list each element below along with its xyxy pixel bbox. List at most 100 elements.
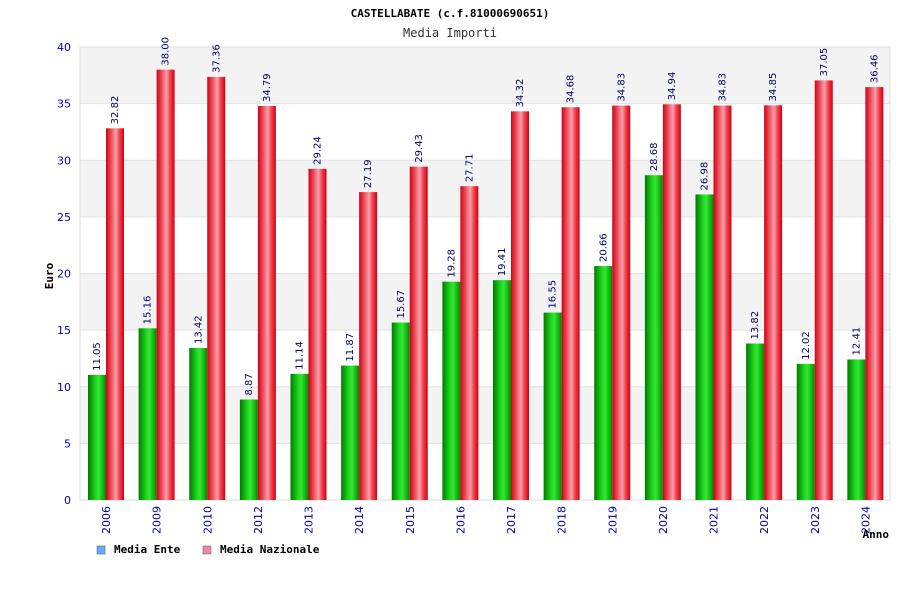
data-label: 19.28 [446,249,457,278]
bar-media-nazionale-2023 [814,80,833,500]
bar-media-nazionale-2018 [561,107,580,501]
data-label: 37.05 [819,48,830,77]
x-tick-label: 2023 [809,506,822,534]
x-tick-label: 2017 [505,506,518,534]
bar-media-nazionale-2020 [662,104,681,500]
x-tick-label: 2010 [201,506,214,534]
data-label: 27.71 [464,154,475,183]
data-label: 15.16 [143,296,154,325]
x-tick-label: 2016 [454,506,467,534]
data-label: 15.67 [396,290,407,319]
bar-media-ente-2017 [493,280,511,500]
legend-swatch-media-ente [96,545,106,555]
bar-media-ente-2015 [391,322,410,500]
bar-media-nazionale-2017 [511,111,529,501]
data-label: 34.68 [566,75,577,104]
data-label: 11.14 [295,341,306,370]
bar-media-nazionale-2015 [409,166,428,500]
x-tick-label: 2015 [404,506,417,534]
y-tick-label: 20 [57,268,71,281]
data-label: 34.79 [262,73,273,102]
data-label: 11.05 [92,342,103,371]
bar-media-nazionale-2013 [308,168,327,500]
plot-border [79,46,891,501]
chart-subtitle: Media Importi [403,26,497,40]
legend-label-media-ente: Media Ente [114,543,181,556]
bar-media-nazionale-2010 [207,76,226,500]
y-tick-label: 35 [57,98,71,111]
bar-media-ente-2009 [138,328,157,500]
bars [88,69,884,501]
bar-media-nazionale-2014 [359,192,378,501]
x-tick-label: 2018 [556,506,569,534]
bar-media-ente-2013 [290,373,309,500]
bar-media-ente-2020 [644,175,663,500]
chart-title: CASTELLABATE (c.f.81000690651) [351,7,550,20]
data-label: 29.43 [414,134,425,163]
x-tick-label: 2019 [606,506,619,534]
bar-media-nazionale-2016 [460,186,479,500]
bar-media-nazionale-2006 [106,128,124,500]
bar-media-ente-2012 [239,399,258,500]
x-tick-label: 2009 [151,506,164,534]
data-label: 34.32 [515,79,526,108]
legend-label-media-nazionale: Media Nazionale [220,543,320,556]
data-label: 29.24 [313,136,324,165]
bar-media-ente-2010 [189,348,208,500]
y-tick-label: 0 [64,494,71,507]
y-tick-label: 30 [57,154,71,167]
bar-media-ente-2019 [594,266,613,500]
x-tick-label: 2021 [708,506,721,534]
bar-media-nazionale-2012 [257,106,276,501]
x-tick-label: 2012 [252,506,265,534]
x-tick-label: 2022 [758,506,771,534]
bar-media-ente-2022 [746,343,765,500]
data-label: 13.42 [193,315,204,344]
data-label: 11.87 [345,333,356,362]
bar-media-ente-2023 [796,363,815,500]
data-label: 8.87 [244,373,255,395]
data-labels: 11.05 32.82 15.16 38.00 13.42 37.36 8.87 34.79 1… [92,37,880,396]
legend-swatch-media-nazionale [202,545,212,555]
x-tick-label: 2013 [303,506,316,534]
y-tick-label: 5 [64,437,71,450]
y-tick-label: 10 [57,381,71,394]
y-tick-label: 15 [57,324,71,337]
data-label: 37.36 [211,44,222,73]
data-label: 27.19 [363,159,374,188]
bar-media-ente-2016 [442,281,461,500]
data-label: 38.00 [161,37,172,66]
data-label: 34.94 [667,72,678,101]
y-axis-label: Euro [43,262,56,289]
bar-media-nazionale-2022 [764,105,783,500]
bar-media-ente-2018 [543,312,562,500]
data-label: 12.02 [801,331,812,360]
bar-media-ente-2021 [695,194,714,500]
bar-media-ente-2024 [847,359,866,500]
legend: Media Ente Media Nazionale [96,543,320,556]
y-tick-label: 25 [57,211,71,224]
data-label: 19.41 [497,248,508,277]
y-tick-label: 40 [57,41,71,54]
data-label: 34.83 [718,73,729,102]
bar-media-nazionale-2024 [865,87,884,500]
bar-media-nazionale-2019 [612,105,631,501]
bar-media-ente-2006 [88,374,106,500]
bar-media-nazionale-2021 [713,105,732,501]
data-label: 16.55 [548,280,559,309]
data-label: 13.82 [750,311,761,340]
x-tick-label: 2006 [100,506,113,534]
data-label: 34.83 [616,73,627,102]
data-label: 26.98 [700,162,711,191]
x-axis-ticks: 2006 2009 2010 2012 2013 2014 2015 2016 2017 2018… [100,506,872,534]
bar-media-ente-2014 [341,365,360,500]
data-label: 34.85 [768,73,779,102]
data-label: 20.66 [598,233,609,262]
bar-media-nazionale-2009 [156,69,175,501]
x-tick-label: 2024 [859,506,872,534]
x-axis-label: Anno [863,528,890,541]
data-label: 36.46 [869,54,880,83]
data-label: 28.68 [649,143,660,172]
data-label: 12.41 [851,327,862,356]
